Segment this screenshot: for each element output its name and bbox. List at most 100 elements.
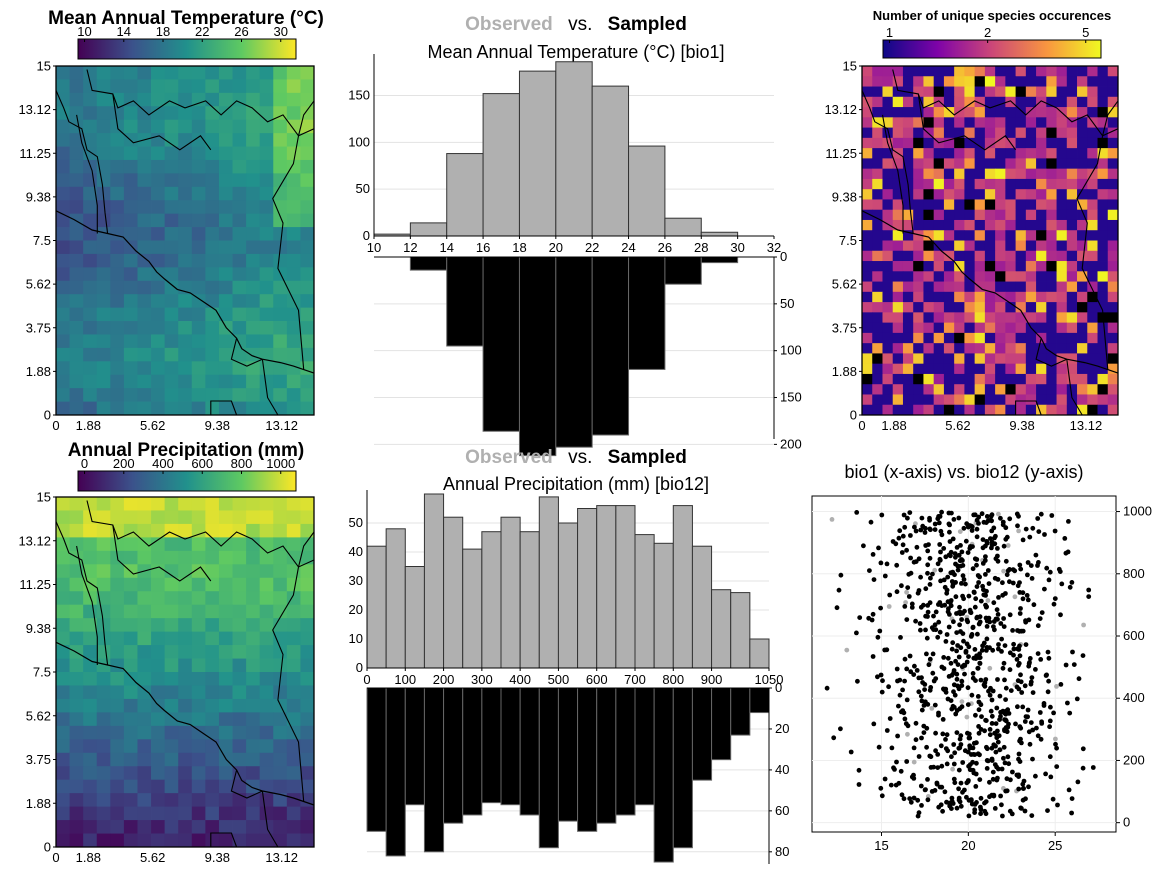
heatmap-cell xyxy=(984,291,996,303)
sampled-point xyxy=(995,546,1000,551)
heatmap-cell xyxy=(1015,127,1027,139)
heatmap-cell xyxy=(191,537,206,552)
sampled-point xyxy=(905,723,911,729)
heatmap-cell xyxy=(69,510,84,525)
heatmap-cell xyxy=(83,133,98,147)
heatmap-cell xyxy=(1107,343,1119,354)
heatmap-cell xyxy=(123,374,138,389)
heatmap-cell xyxy=(110,806,125,821)
heatmap-cell xyxy=(96,725,111,740)
heatmap-cell xyxy=(933,322,945,334)
country-border xyxy=(112,93,212,151)
heatmap-cell xyxy=(205,213,220,228)
heatmap-cell xyxy=(232,725,247,740)
heatmap-cell xyxy=(273,334,288,349)
sampled-point xyxy=(969,528,975,533)
heatmap-cell xyxy=(1097,394,1109,406)
heatmap-cell xyxy=(205,159,220,174)
heatmap-cell xyxy=(300,213,315,228)
heatmap-cell xyxy=(1077,137,1088,149)
sampled-point xyxy=(957,622,962,628)
heatmap-cell xyxy=(56,577,70,592)
heatmap-cell xyxy=(1056,178,1068,190)
heatmap-cell xyxy=(1005,332,1016,344)
heatmap-cell xyxy=(862,199,873,211)
sampled-bar xyxy=(557,687,579,822)
heatmap-cell xyxy=(83,321,98,335)
heatmap-cell xyxy=(1087,127,1098,139)
heatmap-cell xyxy=(913,240,924,252)
heatmap-cell xyxy=(273,253,288,268)
sampled-point xyxy=(1004,534,1010,540)
heatmap-cell xyxy=(1066,230,1078,241)
heatmap-cell xyxy=(110,280,125,295)
heatmap-cell xyxy=(205,698,220,713)
sampled-point xyxy=(989,745,995,751)
heatmap-cell xyxy=(1107,373,1119,385)
heatmap-cell xyxy=(218,267,233,282)
heatmap-cell xyxy=(995,168,1006,180)
heatmap-cell xyxy=(882,343,894,354)
heatmap-cell xyxy=(1005,404,1016,416)
heatmap-cell xyxy=(1046,219,1057,231)
sampled-point xyxy=(854,630,859,636)
sampled-point xyxy=(1009,811,1015,817)
heatmap-cell xyxy=(933,240,945,252)
heatmap-cell xyxy=(259,79,274,94)
sampled-point xyxy=(979,714,984,719)
heatmap-cell xyxy=(1036,199,1047,211)
sampled-point xyxy=(932,622,938,628)
heatmap-cell xyxy=(178,307,193,322)
heatmap-cell xyxy=(1077,230,1088,241)
histogram-subtitle: Mean Annual Temperature (°C) [bio1] xyxy=(427,42,724,62)
heatmap-cell xyxy=(1056,219,1068,231)
heatmap-cell xyxy=(892,107,904,118)
heatmap-cell xyxy=(178,550,193,565)
sampled-point xyxy=(977,661,983,666)
sampled-point xyxy=(933,676,939,681)
heatmap-cell xyxy=(882,230,894,241)
heatmap-cell xyxy=(923,158,935,170)
heatmap-cell xyxy=(218,79,233,94)
heatmap-cell xyxy=(151,334,166,349)
heatmap-cell xyxy=(137,604,152,619)
heatmap-cell xyxy=(259,159,274,174)
heatmap-cell xyxy=(1097,86,1109,98)
heatmap-cell xyxy=(1066,261,1078,272)
heatmap-cell xyxy=(56,752,70,767)
sampled-point xyxy=(999,766,1005,772)
heatmap-cell xyxy=(300,779,315,794)
sampled-point xyxy=(975,631,980,637)
heatmap-cell xyxy=(205,294,220,309)
country-border xyxy=(1076,135,1109,370)
heatmap-cell xyxy=(178,401,193,416)
heatmap-cell xyxy=(191,92,206,107)
sampled-point xyxy=(907,653,913,659)
heatmap-cell xyxy=(151,550,166,565)
sampled-point xyxy=(918,783,924,789)
sampled-point xyxy=(1028,720,1034,725)
x-tick-label: 400 xyxy=(509,672,531,687)
heatmap-cell xyxy=(1046,178,1057,190)
heatmap-cell xyxy=(178,510,193,525)
heatmap-cell xyxy=(1036,250,1047,262)
heatmap-cell xyxy=(96,106,111,121)
heatmap-cell xyxy=(913,219,924,231)
observed-point xyxy=(929,706,935,711)
x-tick-label: 10 xyxy=(367,240,381,255)
sampled-point xyxy=(1043,673,1049,678)
sampled-point xyxy=(1038,736,1044,742)
heatmap-cell xyxy=(69,631,84,646)
sampled-point xyxy=(991,525,997,531)
heatmap-cell xyxy=(273,321,288,335)
heatmap-cell xyxy=(892,178,904,190)
heatmap-cell xyxy=(872,363,883,375)
heatmap-cell xyxy=(1107,158,1119,170)
heatmap-cell xyxy=(110,361,125,376)
heatmap-cell xyxy=(191,66,206,80)
heatmap-cell xyxy=(232,739,247,754)
heatmap-cell xyxy=(246,806,261,821)
heatmap-cell xyxy=(1077,148,1088,159)
heatmap-cell xyxy=(1046,76,1057,87)
heatmap-cell xyxy=(1015,76,1027,87)
